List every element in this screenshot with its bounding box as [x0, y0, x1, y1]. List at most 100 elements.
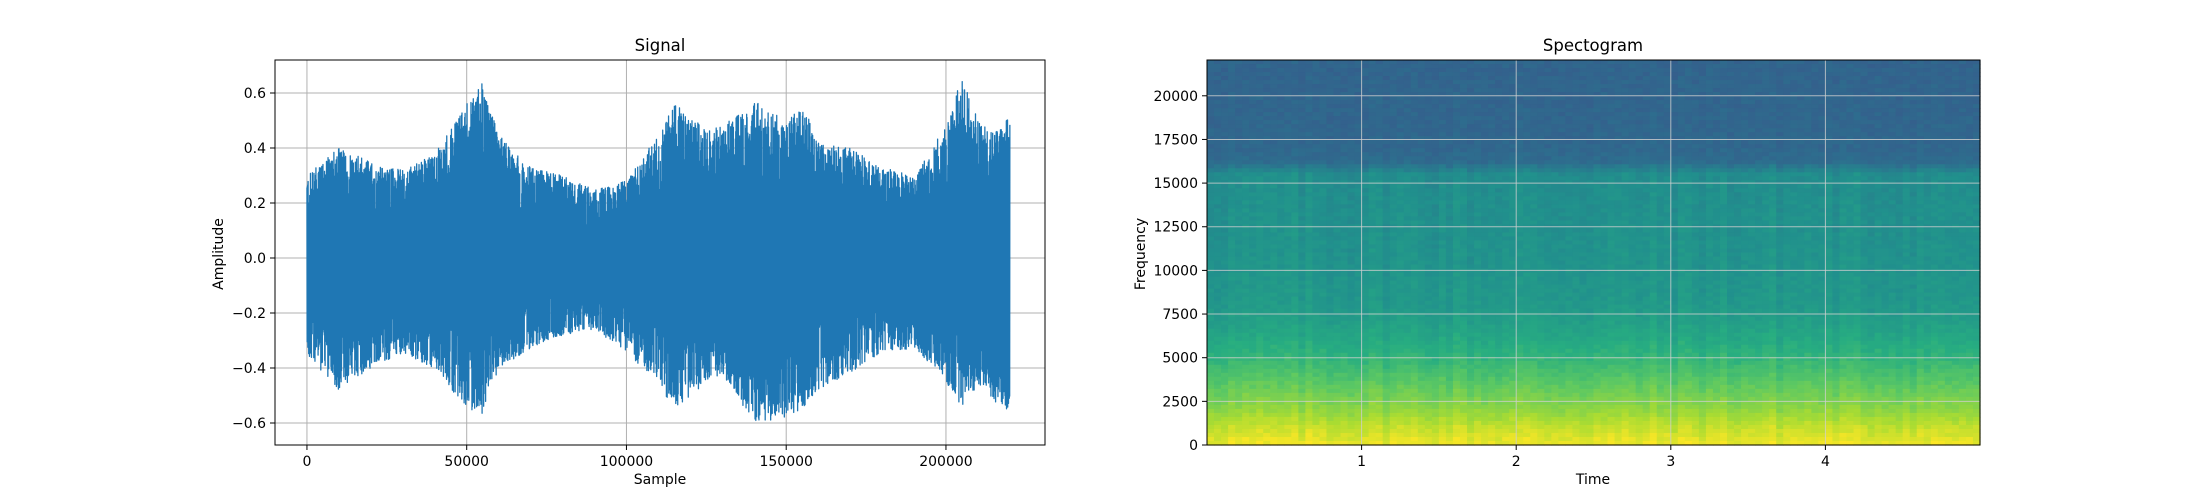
spectrogram-cell	[1642, 140, 1651, 145]
spectrogram-cell	[1965, 80, 1974, 85]
spectrogram-cell	[1663, 140, 1672, 145]
spectrogram-cell	[1368, 164, 1377, 169]
spectrogram-cell	[1916, 204, 1925, 209]
spectrogram-cell	[1881, 100, 1890, 105]
spectrogram-cell	[1256, 76, 1264, 81]
spectrogram-cell	[1502, 80, 1510, 85]
spectrogram-cell	[1635, 220, 1644, 226]
spectrogram-cell	[1305, 208, 1314, 213]
spectrogram-cell	[1635, 116, 1644, 121]
spectrogram-cell	[1853, 136, 1862, 141]
spectrogram-cell	[1930, 136, 1939, 141]
spectrogram-cell	[1712, 84, 1721, 89]
spectrogram-cell	[1312, 92, 1321, 97]
spectrogram-cell	[1333, 68, 1342, 73]
spectrogram-cell	[1558, 164, 1566, 169]
spectrogram-cell	[1741, 236, 1749, 242]
spectrogram-cell	[1895, 164, 1904, 169]
spectrogram-cell	[1502, 104, 1510, 109]
spectrogram-cell	[1537, 124, 1545, 129]
spectrogram-cell	[1403, 108, 1412, 113]
spectrogram-cell	[1403, 64, 1412, 69]
spectrogram-cell	[1698, 168, 1707, 173]
spectrogram-cell	[1797, 80, 1805, 85]
spectrogram-cell	[1607, 108, 1616, 113]
spectrogram-cell	[1403, 144, 1412, 149]
spectrogram-cell	[1312, 144, 1321, 149]
spectrogram-cell	[1719, 204, 1728, 209]
spectrogram-cell	[1361, 184, 1370, 189]
spectrogram-cell	[1930, 92, 1939, 97]
spectrogram-cell	[1769, 116, 1777, 121]
spectrogram-cell	[1944, 164, 1953, 169]
spectrogram-cell	[1284, 124, 1292, 129]
spectrogram-cell	[1797, 96, 1805, 101]
spectrogram-cell	[1951, 196, 1960, 201]
spectrogram-cell	[1221, 128, 1229, 133]
spectrogram-cell	[1375, 216, 1384, 222]
spectrogram-cell	[1495, 128, 1503, 133]
spectrogram-cell	[1537, 64, 1545, 69]
spectrogram-cell	[1818, 236, 1826, 242]
spectrogram-cell	[1312, 132, 1321, 137]
spectrogram-cell	[1361, 228, 1370, 234]
spectrogram-cell	[1326, 192, 1335, 197]
spectrogram-cell	[1783, 80, 1791, 85]
spectrogram-cell	[1818, 188, 1826, 193]
spectrogram-cell	[1698, 76, 1707, 81]
spectrogram-cell	[1565, 152, 1574, 157]
spectrogram-cell	[1544, 192, 1552, 197]
spectrogram-cell	[1965, 204, 1974, 209]
spectrogram-cell	[1396, 152, 1405, 157]
spectrogram-cell	[1326, 92, 1335, 97]
spectrogram-cell	[1298, 208, 1306, 213]
spectrogram-cell	[1642, 164, 1651, 169]
spectrogram-cell	[1242, 144, 1250, 149]
spectrogram-cell	[1558, 176, 1566, 181]
spectrogram-cell	[1256, 212, 1264, 218]
spectrogram-cell	[1825, 156, 1834, 161]
spectrogram-cell	[1691, 208, 1700, 213]
spectrogram-cell	[1691, 212, 1700, 218]
spectrogram-cell	[1846, 164, 1855, 169]
spectrogram-cell	[1558, 108, 1566, 113]
spectrogram-cell	[1586, 60, 1595, 65]
spectrogram-cell	[1235, 200, 1243, 205]
spectrogram-cell	[1698, 88, 1707, 93]
spectrogram-cell	[1249, 188, 1257, 193]
spectrogram-cell	[1593, 80, 1602, 85]
spectrogram-cell	[1410, 220, 1419, 226]
spectrogram-cell	[1558, 200, 1566, 205]
spectrogram-cell	[1593, 124, 1602, 129]
spectrogram-cell	[1965, 60, 1974, 65]
spectrogram-cell	[1488, 140, 1496, 145]
spectrogram-cell	[1832, 208, 1841, 213]
spectrogram-cell	[1958, 176, 1967, 181]
spectrogram-cell	[1214, 156, 1222, 161]
spectrogram-cell	[1410, 184, 1419, 189]
spectrogram-cell	[1474, 88, 1482, 93]
spectrogram-cell	[1712, 112, 1721, 117]
spectrogram-cell	[1256, 148, 1264, 153]
spectrogram-cell	[1502, 92, 1510, 97]
spectrogram-cell	[1825, 68, 1834, 73]
spectrogram-cell	[1860, 192, 1869, 197]
spectrogram-cell	[1579, 120, 1588, 125]
spectrogram-cell	[1438, 144, 1447, 149]
spectrogram-cell	[1762, 188, 1770, 193]
spectrogram-cell	[1403, 120, 1412, 125]
spectrogram-cell	[1972, 88, 1981, 93]
spectrogram-cell	[1677, 100, 1686, 105]
spectrogram-cell	[1495, 104, 1503, 109]
spectrogram-cell	[1333, 188, 1342, 193]
spectrogram-cell	[1495, 68, 1503, 73]
spectrogram-cell	[1544, 96, 1552, 101]
spectrogram-cell	[1804, 60, 1812, 65]
spectrogram-cell	[1825, 92, 1834, 97]
spectrogram-cell	[1762, 228, 1770, 234]
spectrogram-cell	[1459, 88, 1468, 93]
spectrogram-cell	[1481, 84, 1489, 89]
spectrogram-cell	[1579, 112, 1588, 117]
spectrogram-cell	[1776, 64, 1784, 69]
spectrogram-cell	[1860, 108, 1869, 113]
